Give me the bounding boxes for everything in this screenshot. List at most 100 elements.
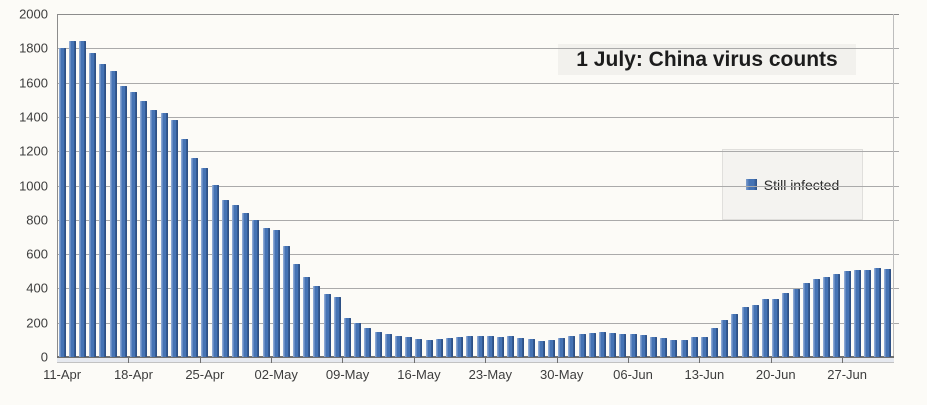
bar	[853, 270, 861, 357]
bar	[170, 120, 178, 357]
gridline	[57, 151, 899, 153]
x-tick-label: 09-May	[325, 367, 370, 382]
y-axis-line	[57, 14, 58, 357]
bar	[231, 205, 239, 357]
x-tick-mark	[770, 358, 772, 363]
bar	[782, 293, 790, 357]
gridline	[57, 288, 899, 290]
x-tick-label: 06-Jun	[613, 367, 653, 382]
bar	[588, 333, 596, 357]
x-tick-mark	[627, 358, 629, 363]
bar	[558, 338, 566, 357]
y-tick-label: 2000	[19, 6, 48, 22]
bar	[99, 64, 107, 357]
bar	[843, 271, 851, 357]
bar	[119, 86, 127, 357]
x-tick-label: 20-Jun	[755, 367, 796, 382]
bar	[833, 274, 841, 357]
bar	[78, 41, 86, 357]
bar	[598, 332, 606, 357]
bar	[864, 270, 871, 357]
gridline	[57, 116, 899, 118]
bar	[252, 220, 260, 357]
bar	[405, 337, 413, 357]
bar	[272, 230, 280, 357]
bar	[762, 299, 770, 357]
x-tick-mark	[199, 358, 201, 363]
bar	[547, 340, 555, 357]
bar	[374, 332, 382, 357]
x-tick-mark	[413, 358, 415, 363]
bar	[415, 339, 423, 357]
y-tick-label: 800	[26, 212, 48, 228]
bar	[303, 277, 311, 357]
x-tick-mark	[271, 358, 273, 363]
y-tick-label: 1600	[19, 75, 48, 91]
bar	[649, 337, 657, 357]
y-tick-label: 600	[26, 246, 48, 262]
y-tick-label: 200	[26, 315, 48, 331]
bar	[578, 334, 586, 357]
bar	[609, 333, 617, 357]
y-tick-label: 0	[40, 349, 48, 365]
bar	[527, 339, 535, 357]
bar	[813, 279, 821, 357]
bar	[293, 264, 301, 357]
bar	[344, 318, 352, 357]
bar	[456, 337, 464, 357]
x-tick-mark	[342, 358, 344, 363]
bar	[670, 340, 678, 357]
bar	[660, 338, 668, 357]
plot-right-edge	[893, 14, 894, 361]
x-tick-mark	[485, 358, 487, 363]
bar	[282, 246, 290, 357]
y-tick-label: 1400	[19, 109, 48, 125]
x-tick-label: 23-May	[468, 367, 512, 382]
x-tick-mark	[556, 358, 558, 363]
bar	[772, 299, 780, 357]
bar	[629, 334, 637, 357]
bar	[364, 328, 372, 357]
gridline	[57, 254, 899, 256]
gridline	[57, 82, 899, 84]
gridline	[57, 219, 899, 221]
y-tick-label: 1800	[19, 40, 48, 56]
bar	[700, 337, 708, 357]
legend-label: Still infected	[763, 176, 840, 193]
bar	[242, 213, 250, 357]
bar	[741, 307, 749, 357]
bar	[354, 323, 362, 357]
bar	[384, 334, 392, 357]
bar	[89, 53, 97, 357]
bar	[690, 337, 698, 357]
bar	[792, 289, 800, 357]
bar	[109, 71, 117, 357]
bar	[639, 335, 647, 357]
bar	[262, 228, 270, 357]
bar	[802, 283, 810, 357]
chart-title-text: 1 July: China virus counts	[576, 47, 838, 71]
bar	[517, 338, 525, 357]
legend-marker-icon	[745, 179, 757, 190]
y-tick-label: 1200	[19, 143, 48, 159]
bar	[884, 269, 892, 357]
bar	[201, 168, 209, 357]
bar	[711, 328, 719, 357]
bar	[568, 336, 576, 357]
bar	[446, 338, 453, 357]
bar	[476, 336, 484, 357]
bar	[823, 277, 831, 357]
x-tick-label: 16-May	[397, 367, 441, 382]
x-tick-label: 11-Apr	[43, 367, 82, 382]
bar	[191, 158, 199, 357]
bar	[425, 340, 433, 357]
chart-floor	[57, 358, 894, 363]
bar	[129, 92, 137, 357]
bar	[721, 320, 729, 357]
gridline	[57, 185, 899, 187]
bar	[619, 334, 627, 357]
bar	[68, 41, 76, 357]
x-tick-mark	[128, 358, 130, 363]
bar	[751, 305, 759, 357]
